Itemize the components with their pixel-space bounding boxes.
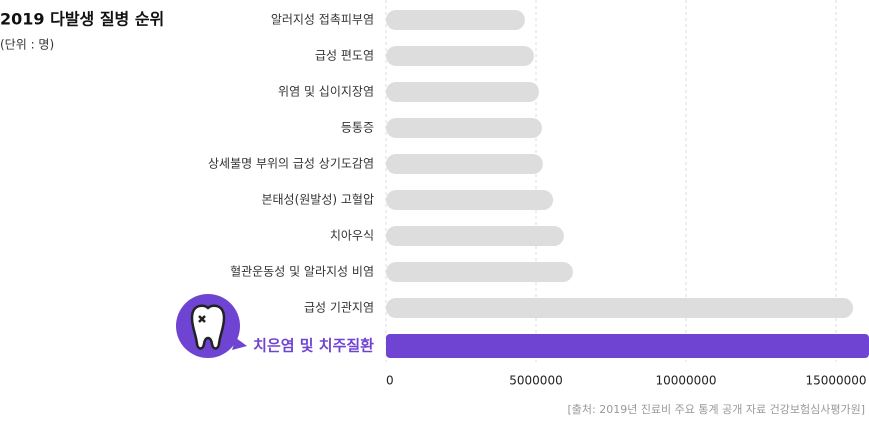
category-label: 급성 편도염 [315,49,374,63]
bar [386,262,573,282]
source-note: [출처: 2019년 진료비 주요 통계 공개 자료 건강보험심사평가원] [567,403,865,416]
bar [386,10,525,30]
bar [386,82,539,102]
chart-subtitle: (단위 : 명) [0,38,54,52]
chart-title: 2019 다발생 질병 순위 [0,10,164,29]
category-label: 상세불명 부위의 급성 상기도감염 [208,157,374,171]
x-tick-label: 10000000 [655,374,716,388]
bar [386,46,534,66]
category-label: 등통증 [341,121,374,135]
category-label: 치은염 및 치주질환 [253,337,374,355]
bar [386,226,564,246]
category-label: 치아우식 [330,229,374,243]
bar [386,298,854,318]
category-label: 급성 기관지염 [304,301,374,315]
category-label: 알러지성 접촉피부염 [271,13,374,27]
bar [386,190,554,210]
category-label: 혈관운동성 및 알라지성 비염 [230,265,374,279]
category-label: 본태성(원발성) 고혈압 [261,193,374,207]
bar [386,334,869,358]
category-label: 위염 및 십이지장염 [278,85,374,99]
tooth-icon [176,294,247,358]
x-tick-label: 15000000 [805,374,866,388]
bar [386,154,543,174]
x-tick-label: 5000000 [509,374,562,388]
bar [386,118,542,138]
x-tick-label: 0 [386,374,394,388]
